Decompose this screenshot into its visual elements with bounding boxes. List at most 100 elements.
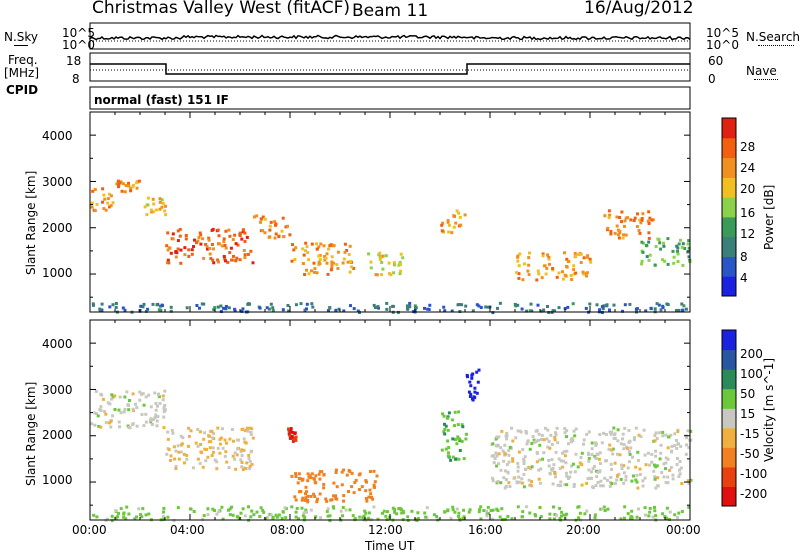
velocity-cell — [675, 446, 679, 450]
velocity-cell — [328, 514, 332, 518]
power-cell — [588, 302, 592, 306]
velocity-cell — [149, 418, 152, 422]
velocity-cell — [353, 481, 357, 485]
velocity-cell — [225, 460, 229, 464]
xtick-4: 16:00 — [468, 523, 503, 537]
velocity-cell — [468, 380, 472, 384]
power-cell — [263, 231, 267, 235]
velocity-cell — [162, 410, 166, 414]
velocity-cell — [204, 459, 208, 463]
power-cell — [238, 234, 242, 237]
power-cell — [385, 307, 389, 311]
velocity-cell — [376, 517, 380, 521]
velocity-cell — [622, 447, 626, 451]
velocity-cell — [290, 505, 294, 509]
power-cell — [195, 241, 198, 245]
power-cell — [100, 302, 104, 306]
velocity-cell — [590, 447, 594, 451]
power-cell — [208, 252, 212, 256]
velocity-cell — [547, 464, 551, 468]
power-cell — [330, 260, 334, 264]
velocity-cell — [457, 511, 461, 515]
velocity-cell — [262, 510, 266, 514]
power-ytick-3000: 3000 — [42, 175, 73, 189]
power-cell — [171, 232, 175, 236]
velocity-cell — [303, 498, 307, 502]
velocity-cell — [677, 475, 681, 478]
velocity-cell — [453, 438, 457, 441]
power-cell — [121, 306, 125, 310]
power-cell — [222, 255, 226, 258]
velocity-cell — [655, 464, 659, 468]
power-cell — [224, 305, 228, 308]
velocity-cell — [669, 466, 673, 469]
power-cell — [528, 251, 531, 255]
velocity-cell — [174, 465, 178, 468]
power-cell — [647, 231, 651, 235]
velocity-cell — [468, 508, 472, 512]
power-cell — [579, 261, 583, 264]
velocity-cell — [551, 482, 555, 486]
velocity-cell — [632, 474, 635, 478]
velocity-cell — [291, 439, 295, 443]
velocity-cell — [243, 514, 247, 518]
power-cell — [447, 223, 451, 227]
power-cell — [686, 250, 690, 254]
velocity-cell — [586, 477, 590, 481]
velocity-cell — [535, 429, 539, 433]
velocity-cell — [564, 516, 568, 520]
velocity-cell — [106, 517, 109, 521]
power-cell — [561, 277, 565, 281]
velocity-cell — [114, 509, 118, 513]
velocity-cell — [220, 505, 224, 509]
power-cell — [427, 308, 431, 311]
power-cell — [111, 303, 115, 307]
power-cell — [178, 234, 182, 238]
power-cell — [672, 261, 676, 265]
velocity-cell — [453, 410, 457, 414]
velocity-cell — [602, 431, 606, 435]
power-cell — [603, 214, 607, 218]
power-cell — [222, 240, 226, 244]
velocity-cell — [191, 466, 195, 470]
velocity-cell — [304, 496, 308, 500]
velocity-cell — [653, 505, 656, 509]
power-cell — [120, 189, 124, 193]
power-cell — [174, 255, 178, 259]
power-cell — [167, 246, 171, 250]
power-cell — [190, 252, 194, 256]
power-cell — [90, 201, 94, 205]
velocity-cell — [118, 395, 122, 399]
chart-title: Christmas Valley West (fitACF) — [92, 0, 351, 18]
power-cell — [601, 307, 605, 311]
velocity-cell — [570, 464, 574, 468]
velocity-cell — [611, 452, 615, 456]
power-cell — [401, 256, 405, 260]
velocity-cell — [516, 469, 520, 473]
power-cell — [146, 307, 150, 311]
velocity-cell — [294, 475, 298, 478]
power-cell — [463, 213, 467, 217]
power-cell — [571, 302, 575, 306]
power-cell — [227, 306, 231, 310]
power-cell — [646, 219, 650, 223]
velocity-cell — [460, 423, 464, 427]
power-cell — [676, 252, 680, 256]
velocity-cell — [111, 414, 115, 418]
velocity-cell — [123, 395, 127, 399]
velocity-cell — [288, 436, 292, 440]
power-cell — [236, 243, 240, 247]
velocity-cell — [537, 432, 541, 436]
power-cell — [666, 237, 670, 241]
velocity-cell — [440, 448, 444, 452]
velocity-cb-tick-15: 15 — [740, 407, 756, 421]
velocity-cell — [678, 472, 682, 476]
velocity-cell — [612, 433, 616, 437]
velocity-cell — [552, 517, 556, 521]
velocity-cell — [367, 511, 371, 515]
velocity-cell — [233, 457, 237, 461]
power-cell — [108, 305, 112, 309]
velocity-cell — [328, 519, 332, 523]
velocity-cell — [384, 514, 388, 518]
velocity-cell — [687, 445, 691, 449]
